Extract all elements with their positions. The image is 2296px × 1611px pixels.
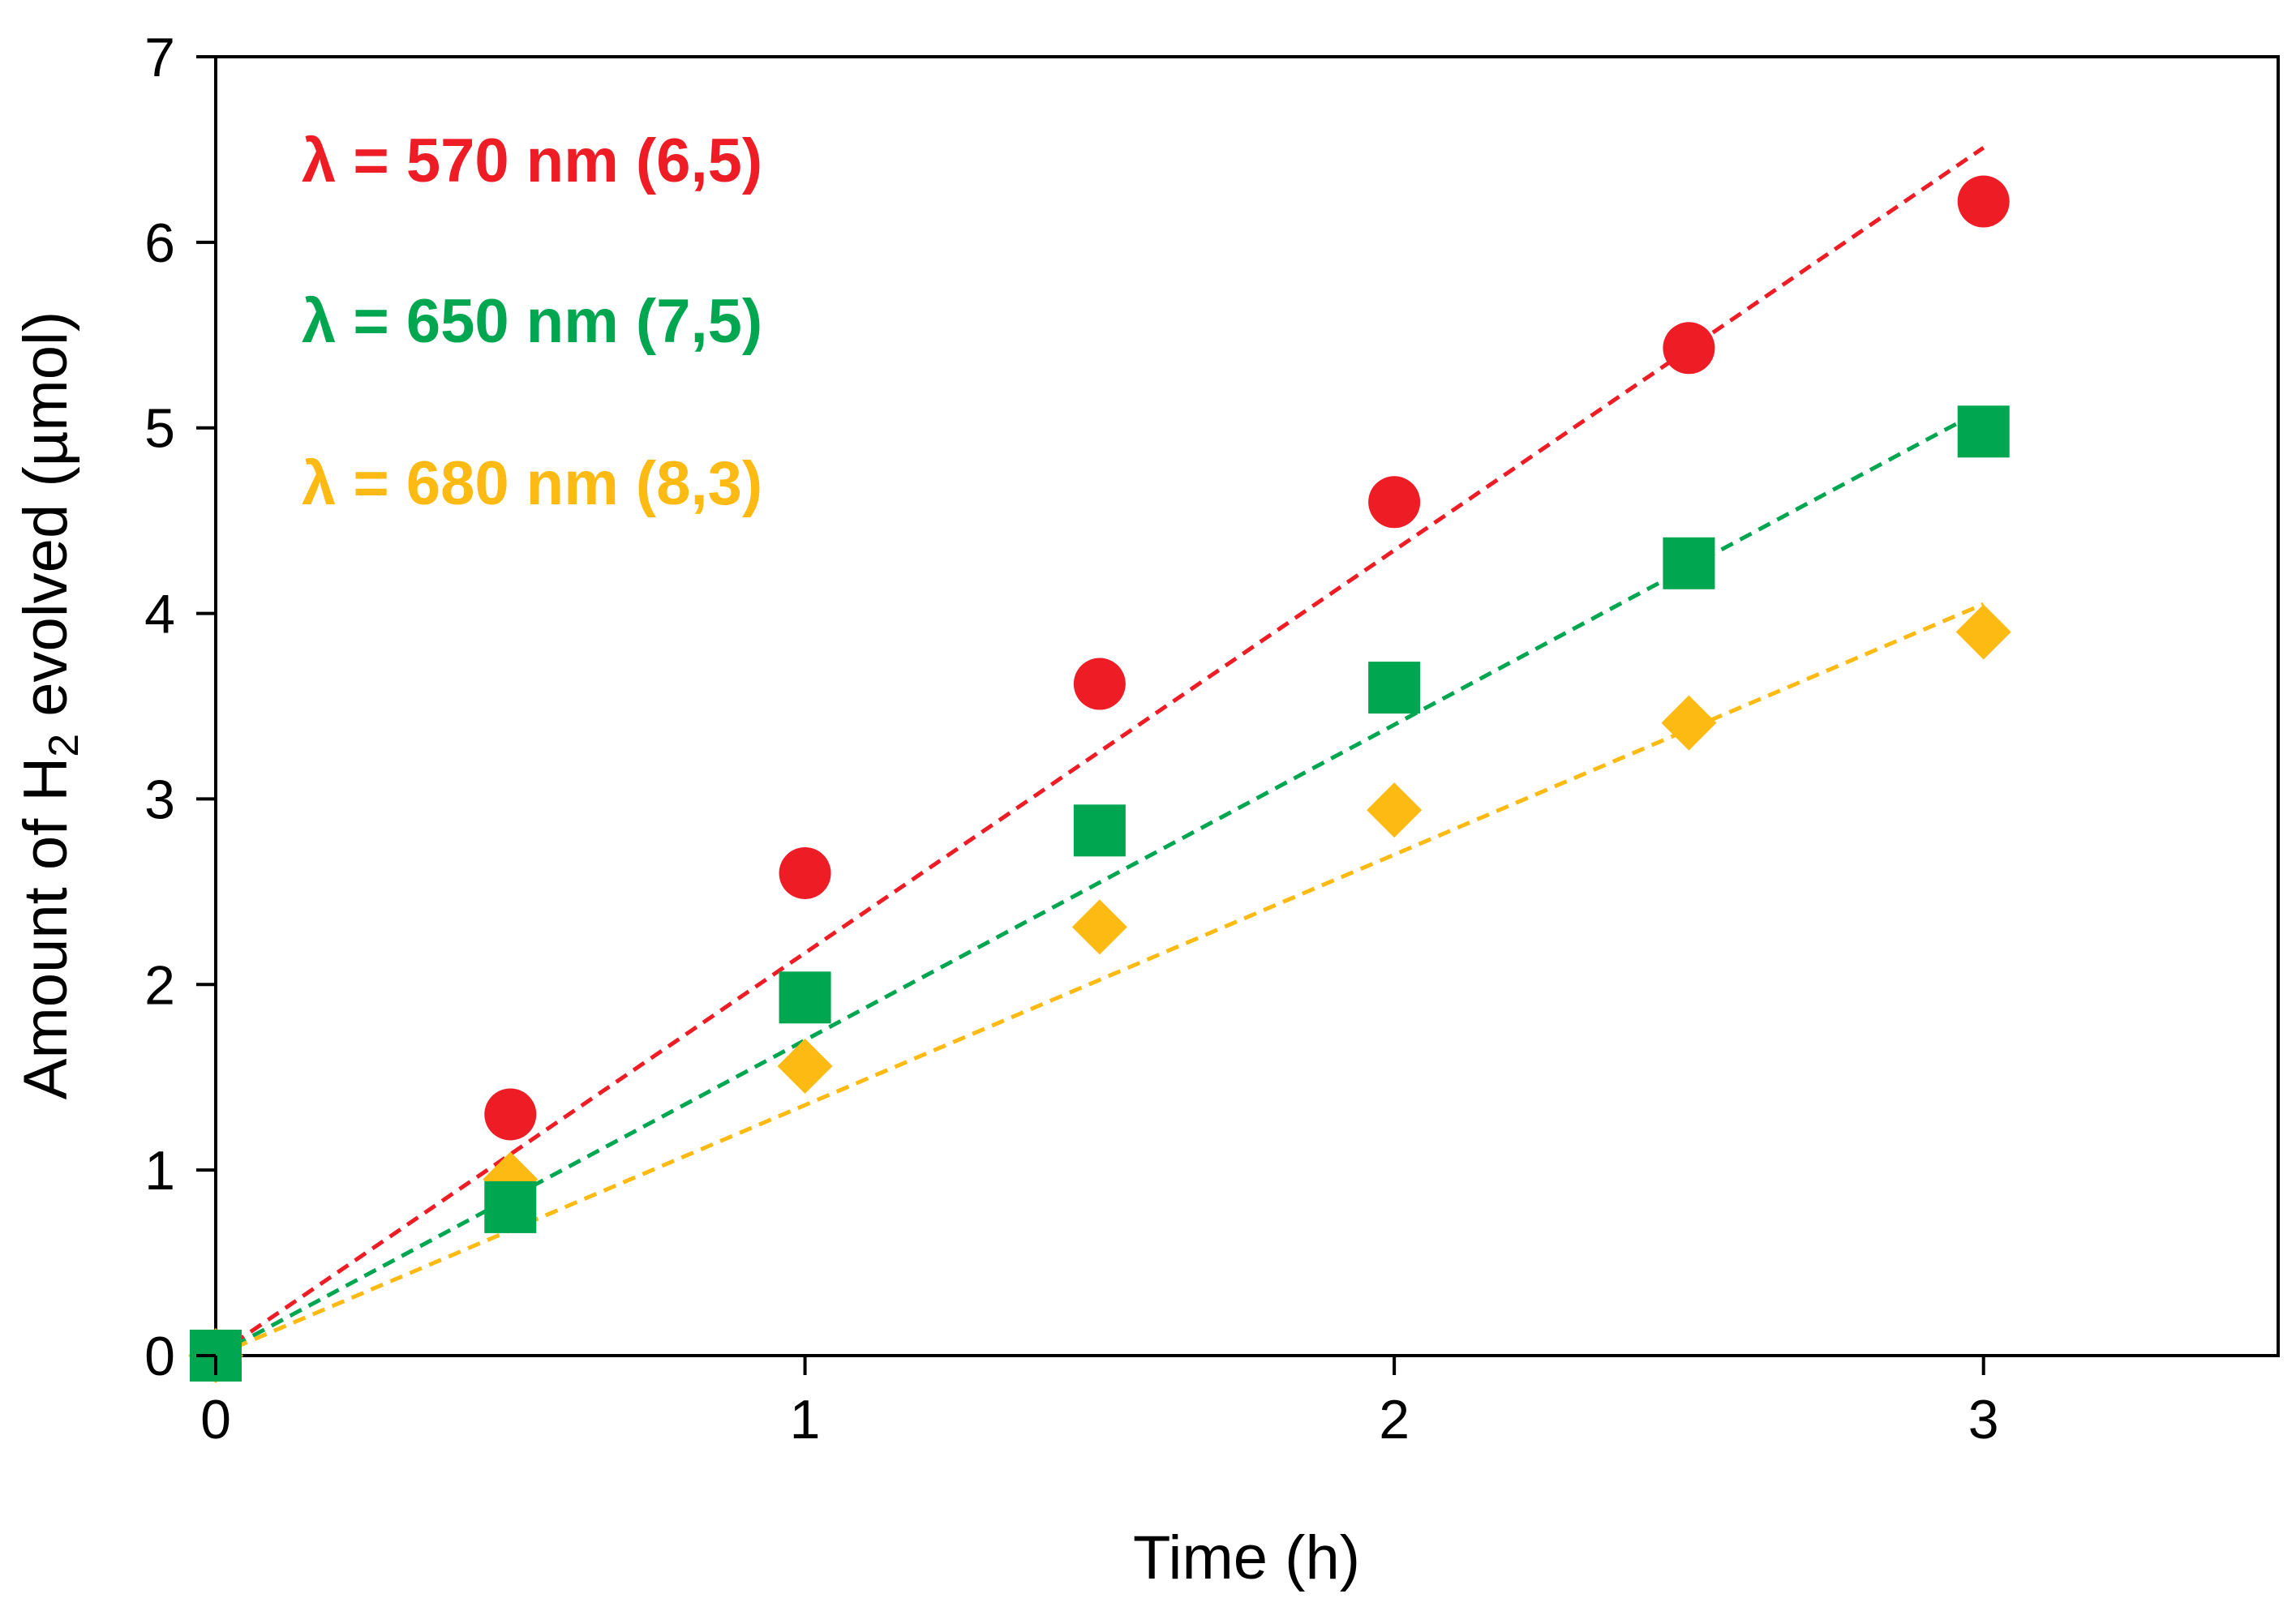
data-point-diamond (1367, 782, 1423, 838)
x-tick-label: 0 (200, 1389, 231, 1450)
legend-entry-680nm: λ = 680 nm (8,3) (302, 449, 762, 518)
data-point-diamond (1955, 604, 2011, 660)
data-point-circle (1957, 175, 2010, 228)
y-axis-title: Amount of H2 evolved (µmol) (11, 311, 88, 1099)
data-point-square (484, 1180, 537, 1233)
legend-entry-650nm: λ = 650 nm (7,5) (302, 287, 762, 356)
y-axis-title-rest: evolved (µmol) (11, 311, 80, 734)
data-point-square (779, 971, 831, 1024)
data-point-diamond (1661, 695, 1717, 751)
y-axis-title-main: Amount of H (11, 757, 80, 1099)
data-point-circle (1368, 476, 1421, 529)
data-point-circle (1073, 658, 1126, 710)
y-tick-label: 2 (144, 954, 175, 1016)
fit-line-series-2 (215, 602, 1985, 1358)
plot-frame (214, 55, 2280, 1357)
y-tick-label: 5 (144, 398, 175, 460)
y-tick-label: 0 (144, 1326, 175, 1387)
fit-line-series-1 (214, 407, 1985, 1358)
data-point-square (1957, 405, 2010, 458)
data-point-square (1368, 662, 1421, 714)
data-markers (188, 175, 2011, 1383)
legend-entry-570nm: λ = 570 nm (6,5) (302, 126, 762, 195)
y-tick-label: 7 (144, 27, 175, 88)
legend: λ = 570 nm (6,5) λ = 650 nm (7,5) λ = 68… (302, 126, 762, 518)
x-axis: 0 1 2 3 (200, 1356, 1999, 1450)
y-axis: 0 1 2 3 4 5 6 7 (144, 27, 216, 1387)
x-tick-label: 2 (1379, 1389, 1410, 1450)
y-axis-title-subscript: 2 (41, 734, 88, 757)
x-axis-title: Time (h) (1133, 1523, 1360, 1592)
data-point-circle (1663, 322, 1715, 375)
data-point-diamond (777, 1038, 833, 1094)
data-point-circle (484, 1088, 537, 1141)
data-point-circle (779, 846, 831, 899)
y-tick-label: 1 (144, 1140, 175, 1202)
x-tick-label: 3 (1968, 1389, 1999, 1450)
y-tick-label: 6 (144, 212, 175, 274)
data-point-square (1663, 537, 1715, 589)
y-tick-label: 3 (144, 769, 175, 830)
y-tick-label: 4 (144, 584, 175, 645)
data-point-square (1073, 804, 1126, 857)
x-tick-label: 1 (790, 1389, 821, 1450)
data-point-diamond (1071, 899, 1127, 955)
